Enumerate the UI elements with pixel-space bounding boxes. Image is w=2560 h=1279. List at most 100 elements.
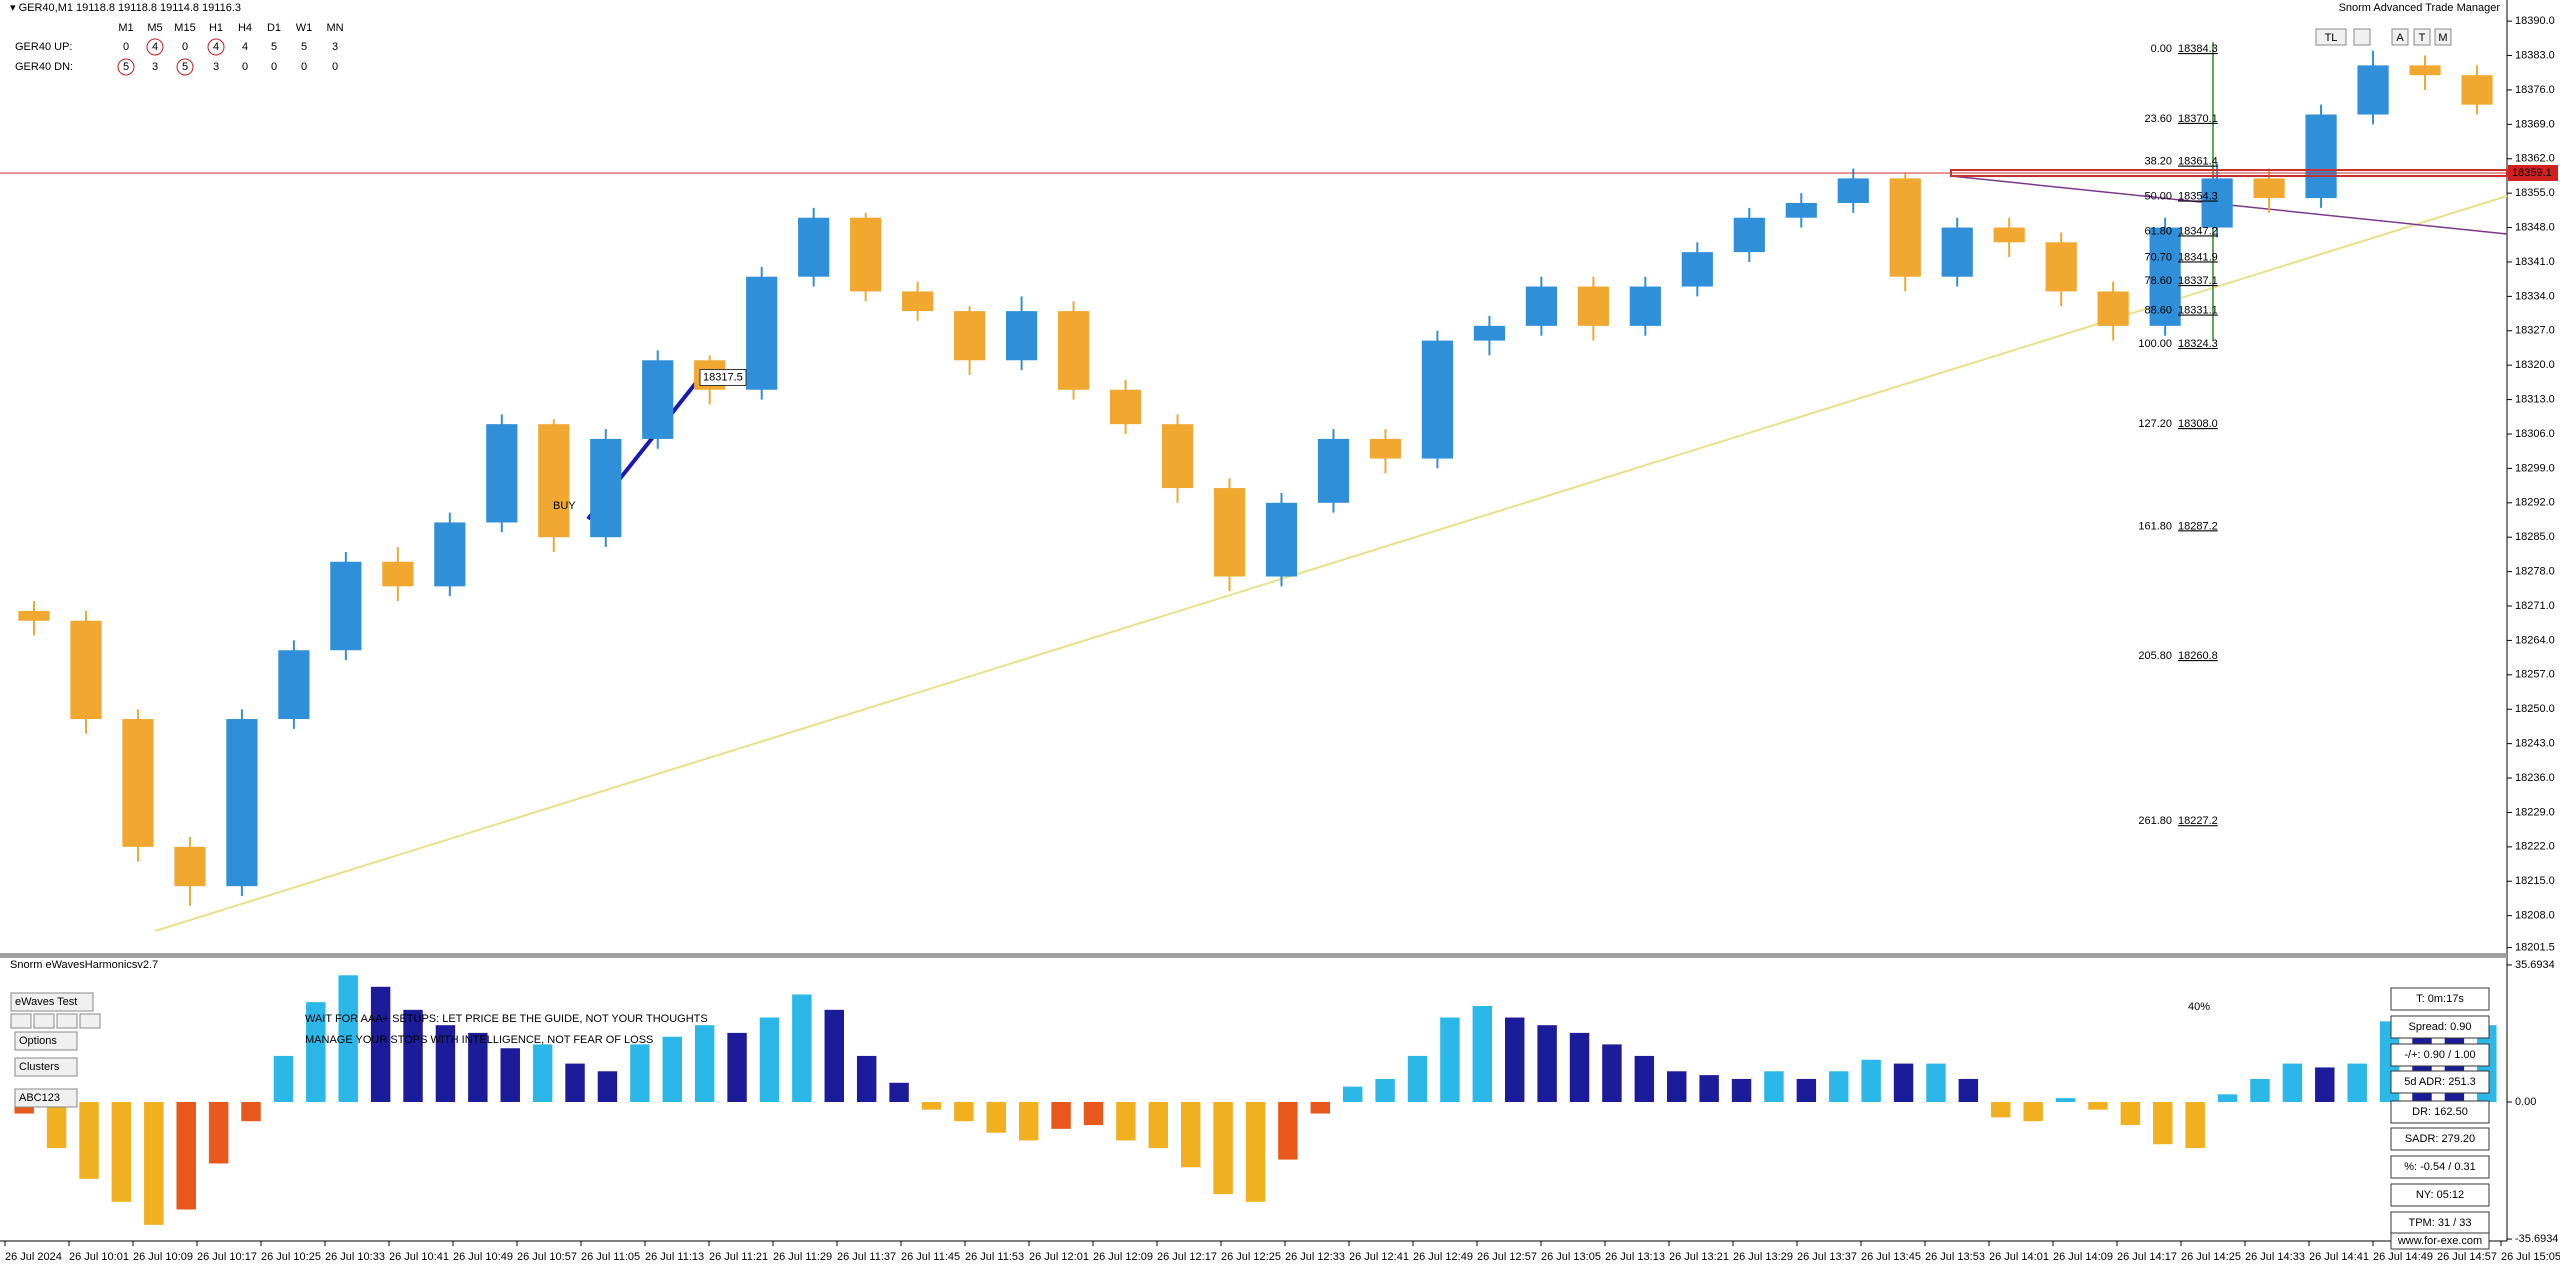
- toolbar-button[interactable]: [2434, 28, 2452, 46]
- histogram-bar: [824, 1009, 844, 1102]
- y-tick-label: 18285.0: [2515, 531, 2555, 543]
- indicator-button[interactable]: [14, 1031, 78, 1051]
- x-tick-label: 26 Jul 12:49: [1413, 1251, 1473, 1263]
- fib-price: 18347.2: [2178, 225, 2218, 237]
- x-tick-label: 26 Jul 12:57: [1477, 1251, 1537, 1263]
- candle-body: [2253, 178, 2285, 199]
- histogram-bar: [1829, 1071, 1849, 1102]
- toolbar-button-label[interactable]: T: [2419, 32, 2426, 44]
- histogram-bar: [1018, 1101, 1039, 1141]
- x-tick-label: 26 Jul 13:29: [1733, 1251, 1793, 1263]
- toolbar-button[interactable]: [2315, 28, 2347, 46]
- info-text: SADR: 279.20: [2405, 1133, 2475, 1145]
- tf-header: M5: [147, 22, 162, 34]
- x-tick-label: 26 Jul 11:45: [901, 1251, 960, 1263]
- info-text: T: 0m:17s: [2416, 993, 2464, 1005]
- toolbar-button[interactable]: [2391, 28, 2409, 46]
- histogram-bar: [2185, 1101, 2205, 1149]
- histogram-bar: [759, 1017, 780, 1102]
- indicator-button[interactable]: [14, 1057, 78, 1077]
- fib-ratio: 0.00: [2151, 43, 2172, 55]
- info-text: DR: 162.50: [2412, 1106, 2468, 1118]
- y-tick-label: 18208.0: [2515, 910, 2555, 922]
- candle-body: [70, 620, 102, 720]
- x-tick-label: 26 Jul 12:17: [1157, 1251, 1217, 1263]
- nav-button[interactable]: [10, 1013, 32, 1029]
- x-tick-label: 26 Jul 10:33: [325, 1251, 385, 1263]
- indicator-button-label[interactable]: ABC123: [19, 1092, 60, 1104]
- toolbar-button[interactable]: [2413, 28, 2431, 46]
- indicator-button[interactable]: [14, 1088, 78, 1108]
- tf-header: M1: [118, 22, 133, 34]
- y-tick-label: 18327.0: [2515, 325, 2555, 337]
- x-tick-label: 26 Jul 12:41: [1349, 1251, 1409, 1263]
- histogram-bar: [1310, 1101, 1331, 1114]
- histogram-bar: [1180, 1101, 1201, 1168]
- histogram-bar: [954, 1101, 974, 1122]
- toolbar-button-label[interactable]: TL: [2325, 32, 2338, 44]
- y-tick-label: 18348.0: [2515, 221, 2555, 233]
- y-tick-label: 18341.0: [2515, 256, 2555, 268]
- indicator-tick-label: 35.6934: [2515, 959, 2555, 971]
- info-text: -/+: 0.90 / 1.00: [2404, 1049, 2475, 1061]
- x-tick-label: 26 Jul 14:01: [1989, 1251, 2049, 1263]
- circle-highlight: [146, 38, 164, 56]
- toolbar-button-label[interactable]: A: [2396, 32, 2404, 44]
- strength-value: 0: [332, 61, 338, 73]
- fib-ratio: 261.80: [2138, 815, 2172, 827]
- tf-header: D1: [267, 22, 281, 34]
- fib-ratio: 38.20: [2144, 156, 2172, 168]
- y-tick-label: 18313.0: [2515, 393, 2555, 405]
- histogram-bar: [468, 1032, 488, 1102]
- fib-price: 18341.9: [2178, 251, 2218, 263]
- indicator-button-label[interactable]: eWaves Test: [15, 996, 77, 1008]
- histogram-bar: [338, 975, 358, 1102]
- candle-body: [902, 291, 934, 312]
- indicator-button-label[interactable]: Clusters: [19, 1061, 60, 1073]
- candle-body: [1837, 178, 1869, 203]
- indicator-tick-label: -35.6934: [2515, 1233, 2558, 1245]
- fib-price: 18354.3: [2178, 191, 2218, 203]
- strength-value: 5: [182, 61, 188, 73]
- histogram-bar: [2347, 1063, 2367, 1102]
- x-tick-label: 26 Jul 11:13: [645, 1251, 704, 1263]
- indicator-button-label[interactable]: Options: [19, 1035, 57, 1047]
- candle-body: [2201, 178, 2233, 228]
- candle-body: [1473, 325, 1505, 341]
- x-tick-label: 26 Jul 14:25: [2181, 1251, 2241, 1263]
- fib-price: 18361.4: [2178, 156, 2218, 168]
- candle-body: [1421, 340, 1454, 459]
- tf-header: M15: [174, 22, 195, 34]
- y-tick-label: 18369.0: [2515, 118, 2555, 130]
- histogram-bar: [792, 994, 812, 1102]
- histogram-bar: [46, 1101, 67, 1149]
- x-tick-label: 26 Jul 13:21: [1669, 1251, 1729, 1263]
- histogram-bar: [1278, 1101, 1298, 1160]
- histogram-bar: [370, 986, 391, 1102]
- indicator-button[interactable]: [10, 992, 94, 1012]
- strength-value: 5: [301, 41, 307, 53]
- toolbar-button-label[interactable]: M: [2438, 32, 2447, 44]
- fib-ratio: 61.80: [2144, 225, 2172, 237]
- nav-button[interactable]: [33, 1013, 55, 1029]
- toolbar-button[interactable]: [2353, 28, 2371, 46]
- strength-value: 3: [152, 61, 158, 73]
- histogram-bar: [1245, 1101, 1266, 1202]
- nav-button[interactable]: [56, 1013, 78, 1029]
- fib-price: 18384.3: [2178, 43, 2218, 55]
- y-tick-label: 18271.0: [2515, 600, 2555, 612]
- fib-price: 18370.1: [2178, 113, 2218, 125]
- x-tick-label: 26 Jul 11:29: [773, 1251, 832, 1263]
- x-tick-label: 26 Jul 11:21: [709, 1251, 768, 1263]
- histogram-bar: [1926, 1063, 1946, 1102]
- histogram-bar: [241, 1101, 261, 1122]
- percent-label: 40%: [2188, 1001, 2210, 1013]
- nav-button[interactable]: [79, 1013, 101, 1029]
- histogram-bar: [2153, 1101, 2173, 1145]
- x-tick-label: 26 Jul 13:53: [1925, 1251, 1985, 1263]
- candle-body: [2149, 227, 2181, 326]
- fib-price: 18287.2: [2178, 520, 2218, 532]
- candle-body: [1733, 217, 1765, 253]
- histogram-bar: [1440, 1017, 1460, 1102]
- y-tick-label: 18257.0: [2515, 669, 2555, 681]
